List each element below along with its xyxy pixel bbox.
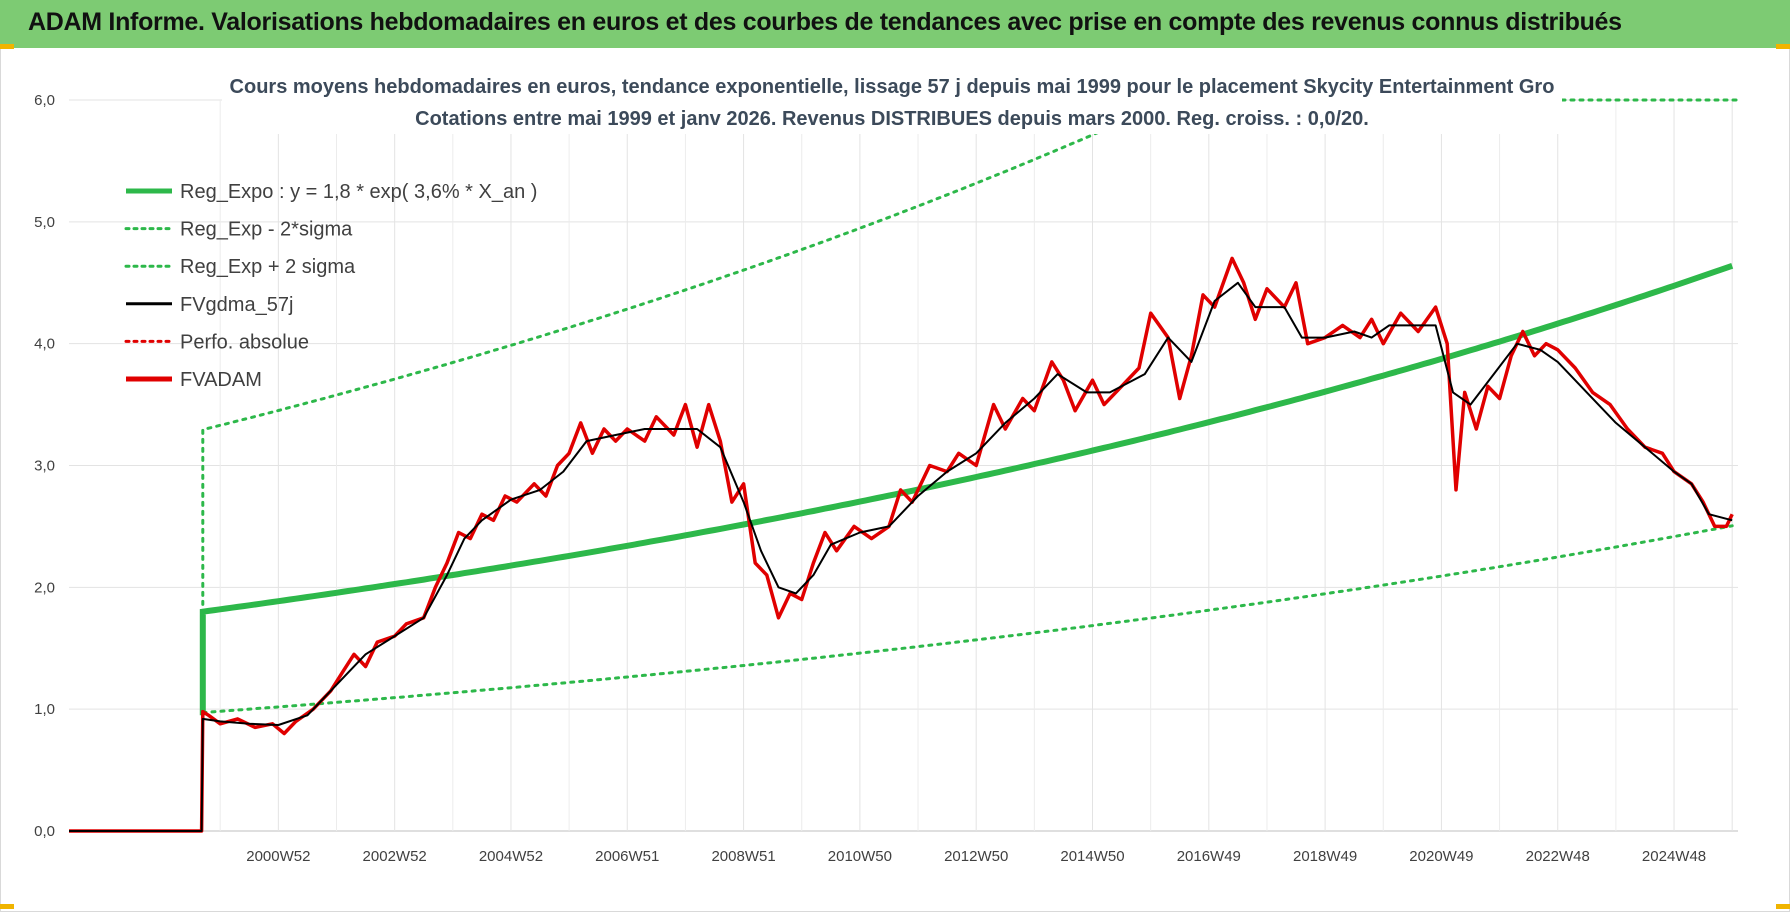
x-tick-label: 2000W52	[246, 848, 310, 865]
series-reg-expo	[199, 262, 1734, 716]
x-tick-label: 2012W50	[944, 848, 1008, 865]
x-tick-label: 2006W51	[595, 848, 659, 865]
series-reg-upper	[201, 90, 1198, 723]
y-tick-label: 1,0	[34, 701, 55, 718]
series-reg-lower	[201, 524, 1734, 723]
series-fvgdma-57j	[69, 281, 1733, 832]
x-tick-label: 2002W52	[363, 848, 427, 865]
header-bar: ADAM Informe. Valorisations hebdomadaire…	[0, 0, 1790, 48]
x-tick-label: 2018W49	[1293, 848, 1357, 865]
y-tick-label: 3,0	[34, 458, 55, 475]
legend-label: FVADAM	[180, 369, 262, 391]
corner-marker	[1776, 904, 1790, 909]
y-axis: 0,0 1,0 2,0 3,0 4,0 5,0 6,0	[34, 92, 55, 840]
title-background	[222, 70, 1562, 134]
legend-label: Reg_Exp - 2*sigma	[180, 219, 353, 241]
x-tick-label: 2004W52	[479, 848, 543, 865]
corner-marker	[0, 44, 14, 49]
series-layer	[69, 90, 1740, 833]
y-tick-label: 6,0	[34, 92, 55, 109]
x-tick-label: 2008W51	[711, 848, 775, 865]
chart-title: Cours moyens hebdomadaires en euros, ten…	[230, 76, 1555, 98]
chart-grid	[69, 99, 1738, 832]
y-tick-label: 4,0	[34, 336, 55, 353]
x-tick-label: 2016W49	[1177, 848, 1241, 865]
x-tick-label: 2024W48	[1642, 848, 1706, 865]
legend-label: Reg_Expo : y = 1,8 * exp( 3,6% * X_an )	[180, 181, 537, 203]
corner-marker	[1776, 44, 1790, 49]
page-title: ADAM Informe. Valorisations hebdomadaire…	[28, 8, 1622, 36]
legend-label: FVgdma_57j	[180, 294, 293, 316]
corner-marker	[0, 904, 14, 909]
y-tick-label: 2,0	[34, 579, 55, 596]
x-tick-label: 2014W50	[1060, 848, 1124, 865]
y-tick-label: 0,0	[34, 823, 55, 840]
x-tick-label: 2022W48	[1526, 848, 1590, 865]
legend-label: Reg_Exp + 2 sigma	[180, 256, 356, 278]
chart-subtitle: Cotations entre mai 1999 et janv 2026. R…	[415, 108, 1369, 130]
x-axis: 2000W52 2002W52 2004W52 2006W51 2008W51 2010W…	[246, 848, 1706, 865]
series-fvadam	[69, 256, 1734, 833]
x-tick-label: 2020W49	[1409, 848, 1473, 865]
x-tick-label: 2010W50	[828, 848, 892, 865]
legend: Reg_Expo : y = 1,8 * exp( 3,6% * X_an ) R…	[124, 181, 537, 391]
legend-label: Perfo. absolue	[180, 331, 309, 353]
y-tick-label: 5,0	[34, 214, 55, 231]
